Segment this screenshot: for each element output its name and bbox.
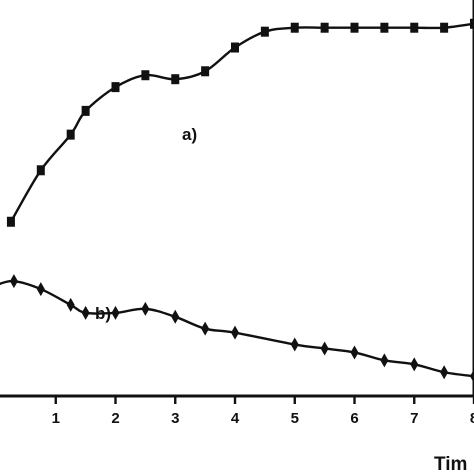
series-label-b: b): [95, 304, 111, 323]
data-point-a-3: [81, 105, 90, 116]
data-point-b-1: [9, 274, 18, 289]
data-point-b-2: [36, 282, 45, 297]
data-point-b-15: [440, 365, 449, 380]
curves: [0, 22, 474, 378]
x-tick-label-7: 7: [410, 410, 418, 427]
data-point-a-6: [171, 74, 180, 85]
data-point-a-7: [201, 66, 210, 77]
data-point-b-9: [231, 325, 239, 340]
data-point-b-13: [380, 353, 389, 368]
data-point-b-4: [81, 305, 90, 320]
data-point-a-14: [410, 22, 419, 33]
series-label-a: a): [182, 125, 197, 144]
data-point-b-5: [111, 305, 120, 320]
data-point-b-7: [171, 309, 180, 324]
markers: [6, 18, 474, 384]
x-ticks: 1 2 3 4 5 6 7 8: [52, 396, 474, 427]
data-point-b-14: [410, 357, 419, 372]
data-point-a-10: [290, 22, 299, 33]
data-point-a-8: [231, 42, 239, 53]
x-tick-label-8: 8: [470, 410, 474, 427]
data-point-a-4: [111, 82, 120, 93]
data-point-b-11: [320, 341, 329, 356]
data-point-a-11: [320, 22, 329, 33]
x-tick-label-5: 5: [291, 410, 299, 427]
data-point-b-10: [290, 337, 299, 352]
data-point-a-13: [380, 22, 389, 33]
data-point-b-8: [201, 321, 210, 336]
series-line-b: [0, 279, 474, 378]
data-point-b-6: [141, 301, 150, 316]
data-point-a-0: [6, 216, 15, 227]
data-point-a-5: [141, 70, 150, 81]
x-tick-label-6: 6: [350, 410, 358, 427]
x-axis-label: Tim: [434, 454, 467, 474]
data-point-a-15: [440, 22, 449, 33]
data-point-b-12: [350, 345, 359, 360]
plot-frame: [0, 0, 474, 398]
data-point-b-3: [66, 297, 75, 312]
data-point-a-2: [66, 129, 75, 140]
data-point-a-9: [260, 26, 269, 37]
x-tick-label-4: 4: [231, 410, 240, 427]
data-point-a-16: [470, 18, 474, 29]
x-tick-label-3: 3: [171, 410, 179, 427]
data-point-a-12: [350, 22, 359, 33]
series-line-a: [9, 22, 474, 223]
x-tick-label-1: 1: [52, 410, 60, 427]
x-tick-label-2: 2: [111, 410, 119, 427]
data-point-a-1: [36, 165, 45, 176]
data-point-b-16: [470, 369, 474, 384]
